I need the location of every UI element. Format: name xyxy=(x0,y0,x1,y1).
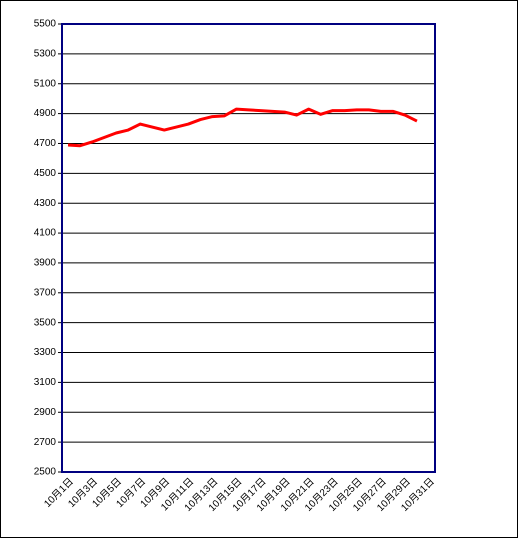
y-tick-label: 3700 xyxy=(34,287,57,298)
y-tick-label: 4300 xyxy=(34,198,57,209)
y-tick-label: 5500 xyxy=(34,19,57,30)
y-tick-label: 5100 xyxy=(34,78,57,89)
y-tick-label: 3900 xyxy=(34,258,57,269)
y-tick-label: 3300 xyxy=(34,347,57,358)
y-tick-label: 4500 xyxy=(34,168,57,179)
y-tick-label: 5300 xyxy=(34,49,57,60)
y-tick-label: 2700 xyxy=(34,437,57,448)
y-tick-label: 3500 xyxy=(34,317,57,328)
data-line xyxy=(67,107,418,148)
y-tick-label: 2500 xyxy=(34,467,57,478)
plot-border xyxy=(61,23,436,473)
y-tick-label: 4100 xyxy=(34,228,57,239)
y-tick-label: 2900 xyxy=(34,407,57,418)
y-tick-label: 3100 xyxy=(34,377,57,388)
y-tick-label: 4900 xyxy=(34,108,57,119)
y-tick-label: 4700 xyxy=(34,138,57,149)
